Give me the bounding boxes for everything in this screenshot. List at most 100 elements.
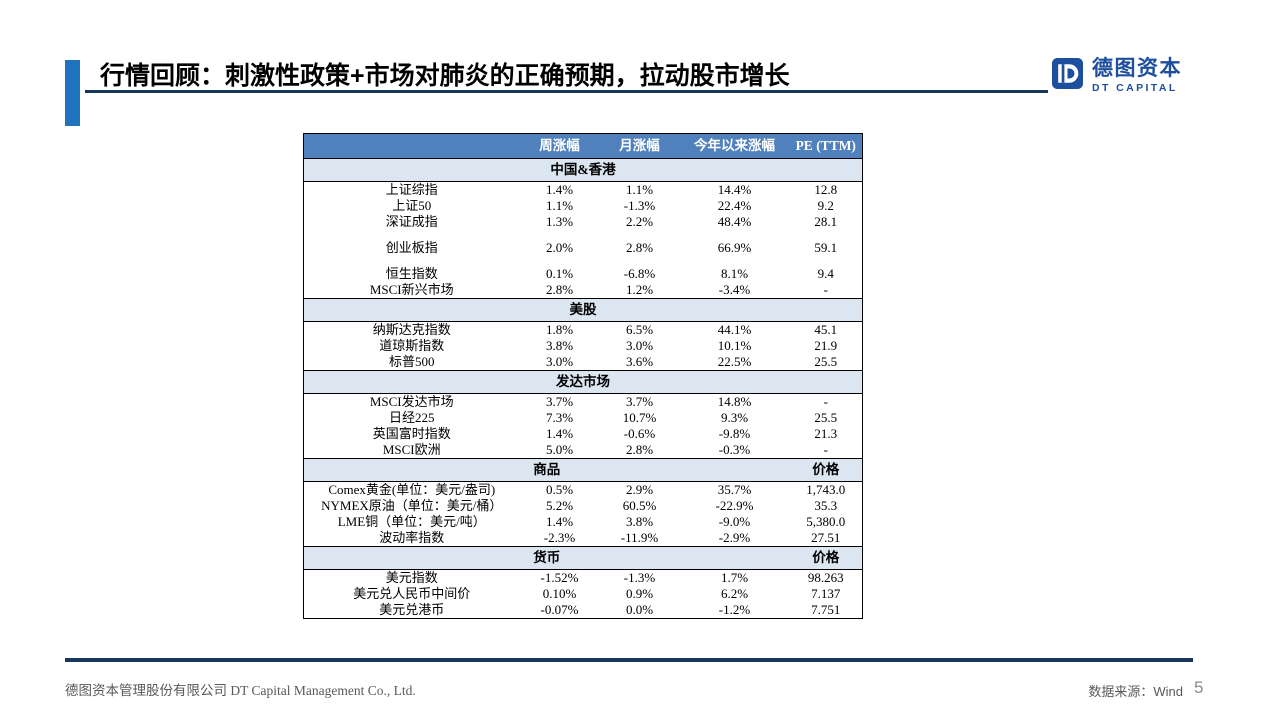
row-label: 英国富时指数 [372,426,451,441]
table-row: 纳斯达克指数 1.8% 6.5% 44.1% 45.1 [304,322,863,339]
row-label: NYMEX原油（单位：美元/桶） [321,498,503,513]
cell-ytd: -0.3% [718,442,751,457]
section-header-china-hk: 中国&香港 [303,158,863,182]
cell-month: 3.7% [625,394,654,409]
cell-month: 3.8% [625,514,654,529]
cell-pe: 9.4 [817,266,834,281]
dt-capital-logo: 德图资本 DT CAPITAL [1052,58,1182,94]
cell-ytd: 1.7% [720,570,749,585]
cell-pe: 25.5 [814,410,838,425]
cell-pe: 5,380.0 [806,514,846,529]
cell-ytd: 10.1% [717,338,752,353]
cell-ytd: 14.8% [717,394,752,409]
cell-week: 2.8% [545,282,574,297]
cell-ytd: 22.4% [717,198,752,213]
cell-month: 2.8% [625,442,654,457]
cell-pe: 1,743.0 [806,482,846,497]
page-number: 5 [1194,678,1204,697]
cell-pe: 59.1 [814,240,838,255]
row-label: Comex黄金(单位：美元/盎司) [328,482,496,497]
section-title: 货币 [303,546,790,570]
cell-pe: 45.1 [814,322,838,337]
table-row: 美元兑人民币中间价 0.10% 0.9% 6.2% 7.137 [304,586,863,602]
section-header-us-stocks: 美股 [303,298,863,322]
cell-pe: 21.3 [814,426,838,441]
cell-pe: 7.137 [811,586,841,601]
row-label: 美元指数 [385,570,438,585]
row-label: 标普500 [388,354,435,369]
row-label: 美元兑人民币中间价 [353,586,471,601]
table-row: LME铜（单位：美元/吨） 1.4% 3.8% -9.0% 5,380.0 [304,514,863,530]
table-row: 波动率指数 -2.3% -11.9% -2.9% 27.51 [304,530,863,547]
row-label: 道琼斯指数 [379,338,445,353]
cell-ytd: 9.3% [720,410,749,425]
table-row: MSCI发达市场 3.7% 3.7% 14.8% - [304,394,863,411]
cell-pe: 25.5 [814,354,838,369]
section-header-commodities: 商品 价格 [303,458,863,482]
footer-company-name: 德图资本管理股份有限公司 DT Capital Management Co., … [65,683,416,698]
section-price-label: 价格 [789,546,863,570]
cell-ytd: 6.2% [720,586,749,601]
cell-month: -1.3% [623,198,656,213]
logo-text: 德图资本 DT CAPITAL [1092,58,1182,95]
cell-week: 1.4% [545,182,574,197]
cell-week: 7.3% [545,410,574,425]
row-label: 美元兑港币 [379,602,445,617]
cell-month: -11.9% [620,530,659,545]
cell-pe: - [823,442,828,457]
section-price-label: 价格 [789,458,863,482]
cell-ytd: -3.4% [718,282,751,297]
cell-week: 1.3% [545,214,574,229]
table-row: 美元指数 -1.52% -1.3% 1.7% 98.263 [304,570,863,587]
cell-week: 2.0% [545,240,574,255]
cell-month: 3.0% [625,338,654,353]
table-row: 道琼斯指数 3.8% 3.0% 10.1% 21.9 [304,338,863,354]
cell-month: 3.6% [625,354,654,369]
cell-ytd: 14.4% [717,182,752,197]
section-header-currencies: 货币 价格 [303,546,863,570]
table-row: 创业板指 2.0% 2.8% 66.9% 59.1 [304,230,863,256]
section-title: 中国&香港 [303,158,863,182]
cell-ytd: 44.1% [717,322,752,337]
cell-week: -2.3% [543,530,576,545]
section-header-developed-markets: 发达市场 [303,370,863,394]
cell-month: -1.3% [623,570,656,585]
row-label: MSCI欧洲 [382,442,441,457]
cell-week: 3.8% [545,338,574,353]
table-row: NYMEX原油（单位：美元/桶） 5.2% 60.5% -22.9% 35.3 [304,498,863,514]
cell-month: -0.6% [623,426,656,441]
cell-week: 0.10% [542,586,577,601]
cell-ytd: 35.7% [717,482,752,497]
row-label: 深证成指 [385,214,438,229]
cell-month: 60.5% [622,498,657,513]
table-row: 标普500 3.0% 3.6% 22.5% 25.5 [304,354,863,371]
cell-month: 2.9% [625,482,654,497]
cell-ytd: -22.9% [715,498,754,513]
cell-month: 2.2% [625,214,654,229]
cell-ytd: -2.9% [718,530,751,545]
title-accent-bar [65,60,80,126]
row-label: 上证综指 [385,182,438,197]
footer-rule [65,658,1193,662]
row-label: LME铜（单位：美元/吨） [337,514,486,529]
cell-week: 5.2% [545,498,574,513]
cell-week: 1.4% [545,426,574,441]
table-row: 深证成指 1.3% 2.2% 48.4% 28.1 [304,214,863,230]
cell-month: 6.5% [625,322,654,337]
row-label: 纳斯达克指数 [372,322,451,337]
cell-week: 5.0% [545,442,574,457]
row-label: 上证50 [392,198,432,213]
dt-logo-icon [1052,58,1083,94]
cell-week: 0.1% [545,266,574,281]
section-title: 发达市场 [303,370,863,394]
row-label: 日经225 [388,410,435,425]
cell-pe: 98.263 [807,570,844,585]
cell-month: 0.0% [625,602,654,617]
cell-ytd: 22.5% [717,354,752,369]
cell-month: 2.8% [625,240,654,255]
cell-pe: - [823,282,828,297]
table-row: 日经225 7.3% 10.7% 9.3% 25.5 [304,410,863,426]
cell-pe: 28.1 [814,214,838,229]
cell-week: 3.7% [545,394,574,409]
